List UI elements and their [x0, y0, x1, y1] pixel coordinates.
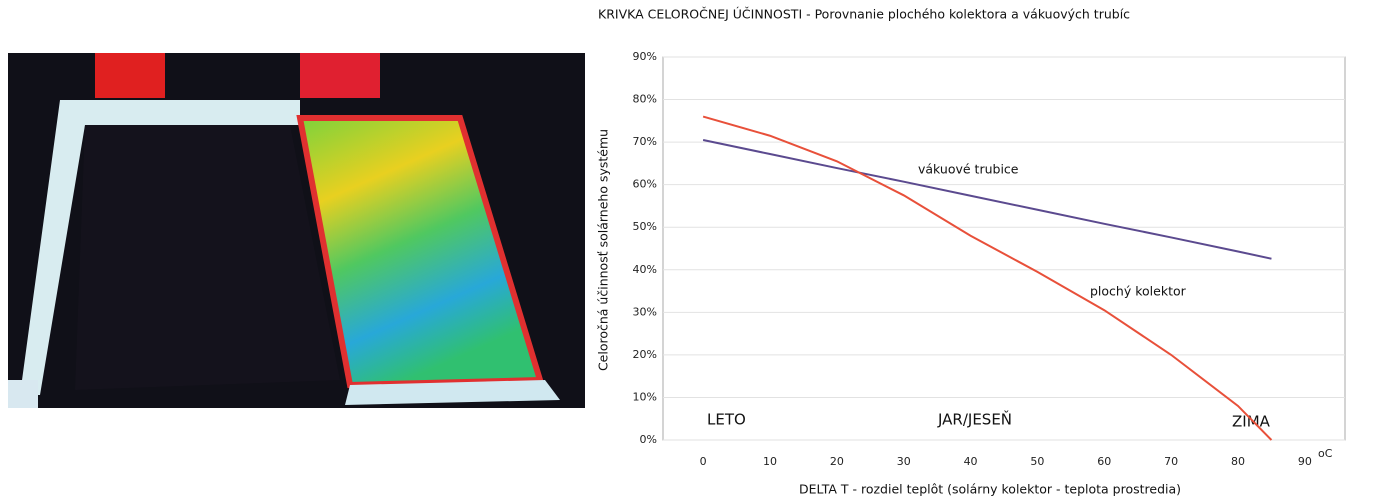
series-label: plochý kolektor — [1090, 284, 1187, 299]
plot-area — [662, 56, 1346, 441]
x-tick-label: 0 — [700, 455, 707, 468]
y-tick-label: 30% — [633, 305, 657, 318]
x-tick-label: 20 — [830, 455, 844, 468]
y-tick-label: 70% — [633, 135, 657, 148]
y-tick-label: 90% — [633, 50, 657, 63]
x-tick-label: 30 — [897, 455, 911, 468]
annotation: JAR/JESEŇ — [937, 410, 1012, 429]
series-line — [702, 139, 1272, 260]
y-tick-label: 50% — [633, 220, 657, 233]
x-tick-label: 60 — [1097, 455, 1111, 468]
chart-title: KRIVKA CELOROČNEJ ÚČINNOSTI - Porovnanie… — [598, 7, 1130, 22]
x-tick-label: 10 — [763, 455, 777, 468]
thermal-photo — [8, 53, 585, 408]
x-tick-label: 80 — [1231, 455, 1245, 468]
y-tick-label: 40% — [633, 263, 657, 276]
annotation: LETO — [707, 411, 746, 429]
x-tick-label: 90 — [1298, 455, 1312, 468]
x-tick-label: 50 — [1030, 455, 1044, 468]
y-tick-label: 10% — [633, 390, 657, 403]
x-axis-label: DELTA T - rozdiel teplôt (solárny kolekt… — [799, 482, 1181, 497]
annotation: ZIMA — [1232, 413, 1271, 431]
y-tick-label: 80% — [633, 93, 657, 106]
series-line — [702, 115, 1273, 441]
x-tick-label: 40 — [964, 455, 978, 468]
x-tick-label: 70 — [1164, 455, 1178, 468]
y-tick-label: 20% — [633, 348, 657, 361]
y-axis-label: Celoročná účinnosť solárneho systému — [596, 129, 611, 371]
series-label: vákuové trubice — [918, 162, 1019, 177]
y-tick-label: 0% — [640, 433, 657, 446]
x-unit: oC — [1318, 447, 1333, 460]
y-tick-label: 60% — [633, 178, 657, 191]
